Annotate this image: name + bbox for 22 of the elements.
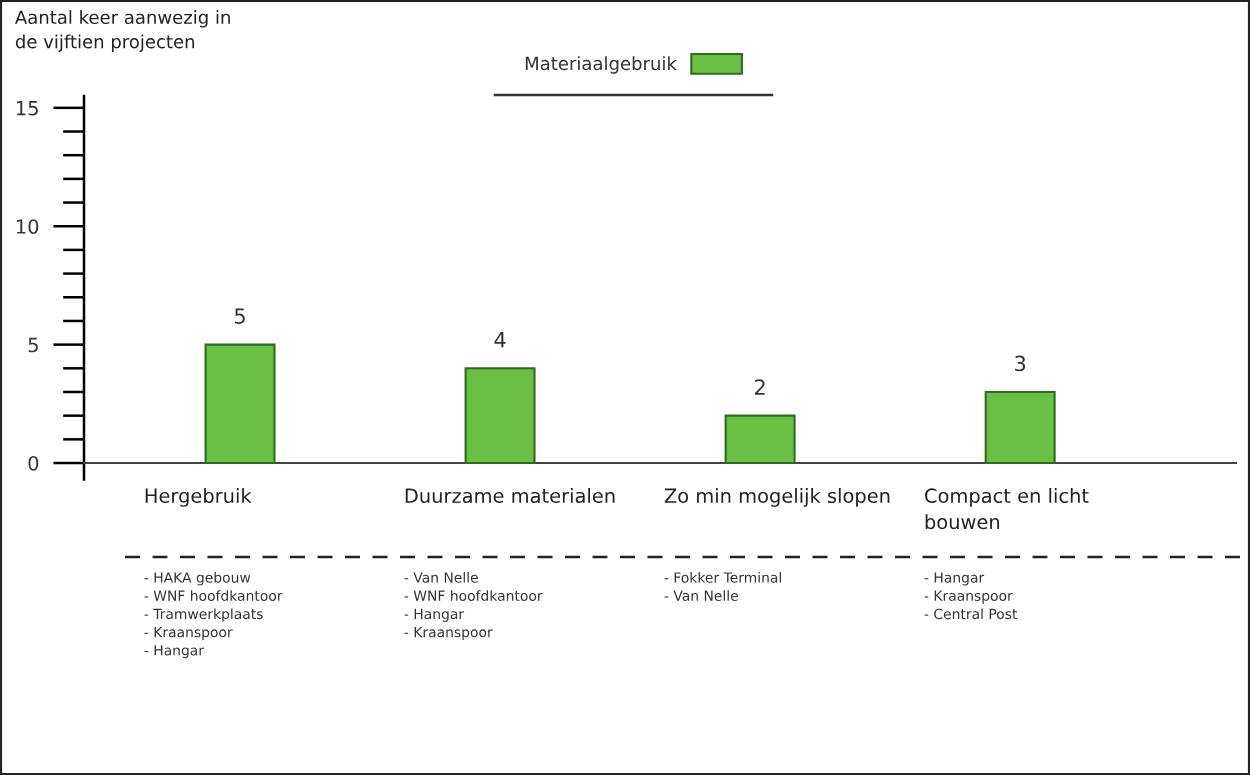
y-axis-title: Aantal keer aanwezig in de vijftien projecten bbox=[15, 10, 230, 52]
data-label: 3 bbox=[1015, 355, 1026, 372]
y-tick-label: 15 bbox=[16, 101, 38, 116]
y-tick-label: 0 bbox=[28, 455, 39, 471]
bar bbox=[204, 343, 276, 465]
text: - Hangar - Kraanspoor - Central Post bbox=[924, 572, 1018, 620]
y-tick-label: 10 bbox=[16, 219, 39, 234]
text: - Fokker Terminal - Van Nelle bbox=[664, 572, 781, 601]
x-tick-label: Hergebruik bbox=[145, 488, 252, 507]
x-tick-label: Compact en licht bouwen bbox=[925, 488, 1089, 530]
y-tick-label: 5 bbox=[28, 337, 38, 353]
x-tick-label: Zo min mogelijk slopen bbox=[664, 488, 890, 507]
bar bbox=[464, 367, 536, 465]
bar bbox=[984, 390, 1056, 465]
text: - HAKA gebouw - WNF hoofdkantoor - Tramwerkplaats - Kraanspoor - Hangar bbox=[144, 572, 283, 659]
data-label: 4 bbox=[494, 332, 506, 348]
text: - Van Nelle - WNF hoofdkantoor - Hangar - Kraanspoor bbox=[404, 572, 543, 641]
data-label: 5 bbox=[235, 308, 245, 324]
x-tick-label: Duurzame materialen bbox=[405, 488, 615, 504]
legend-label: Materiaalgebruik bbox=[525, 56, 677, 74]
data-label: 2 bbox=[755, 379, 765, 395]
bar bbox=[724, 414, 796, 465]
